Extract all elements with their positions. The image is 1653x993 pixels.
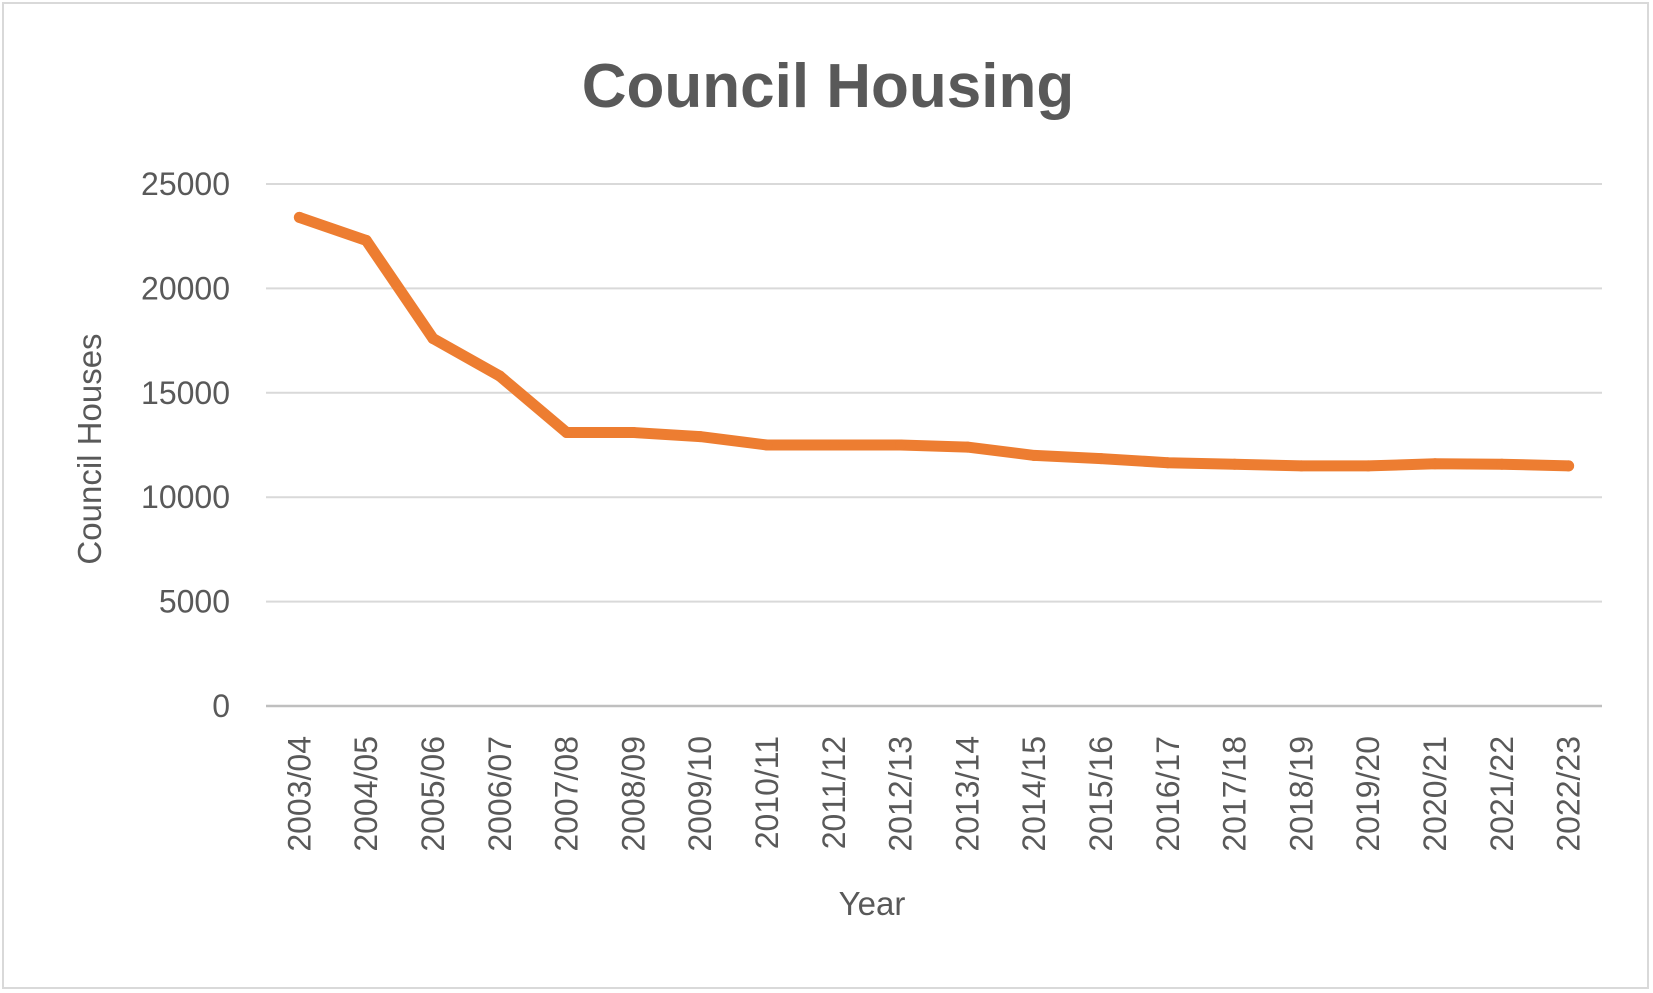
data-point: [293, 211, 305, 223]
data-point: [1362, 460, 1374, 472]
x-axis-title: Year: [839, 885, 906, 922]
x-tick-label: 2012/13: [883, 736, 919, 852]
data-point: [828, 439, 840, 451]
data-point: [961, 441, 973, 453]
y-axis-title: Council Houses: [71, 333, 108, 564]
data-point: [895, 439, 907, 451]
x-tick-label: 2010/11: [749, 736, 785, 849]
data-point: [561, 426, 573, 438]
data-point: [761, 439, 773, 451]
gridlines: [266, 183, 1602, 708]
data-point: [1229, 458, 1241, 470]
line-chart: Council Housing 0 5000 10000 15000 20000 2500…: [71, 52, 1602, 922]
x-tick-label: 2013/14: [949, 736, 985, 852]
x-tick-label: 2019/20: [1350, 736, 1386, 852]
y-tick-label: 5000: [159, 584, 230, 620]
chart-title: Council Housing: [582, 52, 1075, 121]
y-tick-label: 25000: [141, 166, 230, 202]
x-tick-label: 2006/07: [482, 736, 518, 852]
x-tick-label: 2014/15: [1016, 736, 1052, 852]
x-tick-label: 2020/21: [1417, 736, 1453, 852]
x-tick-label: 2011/12: [816, 736, 852, 849]
data-point: [494, 370, 506, 382]
x-tick-label: 2005/06: [415, 736, 451, 852]
x-tick-label: 2018/19: [1283, 736, 1319, 852]
x-tick-label: 2016/17: [1150, 736, 1186, 852]
x-tick-label: 2017/18: [1217, 736, 1253, 852]
data-point: [360, 234, 372, 246]
data-point: [427, 333, 439, 345]
x-axis-ticks: 2003/04 2004/05 2005/06 2006/07 2007/08 2008/…: [281, 736, 1586, 852]
y-tick-label: 0: [212, 688, 230, 724]
data-point: [1429, 458, 1441, 470]
data-point: [1028, 449, 1040, 461]
x-tick-label: 2009/10: [682, 736, 718, 852]
data-point: [1295, 460, 1307, 472]
x-tick-label: 2003/04: [281, 736, 317, 852]
data-point: [1496, 458, 1508, 470]
data-point: [627, 426, 639, 438]
data-point: [694, 431, 706, 443]
y-tick-label: 10000: [141, 479, 230, 515]
series-layer: [293, 211, 1575, 472]
x-tick-label: 2007/08: [549, 736, 585, 852]
data-point: [1095, 453, 1107, 465]
x-tick-label: 2021/22: [1484, 736, 1520, 852]
series-line-0: [293, 211, 1575, 472]
x-tick-label: 2004/05: [348, 736, 384, 852]
y-tick-label: 20000: [141, 270, 230, 306]
y-tick-label: 15000: [141, 375, 230, 411]
y-axis-ticks: 0 5000 10000 15000 20000 25000: [141, 166, 230, 724]
x-tick-label: 2008/09: [615, 736, 651, 852]
x-tick-label: 2022/23: [1551, 736, 1587, 852]
x-tick-label: 2015/16: [1083, 736, 1119, 852]
data-point: [1563, 460, 1575, 472]
data-point: [1162, 457, 1174, 469]
